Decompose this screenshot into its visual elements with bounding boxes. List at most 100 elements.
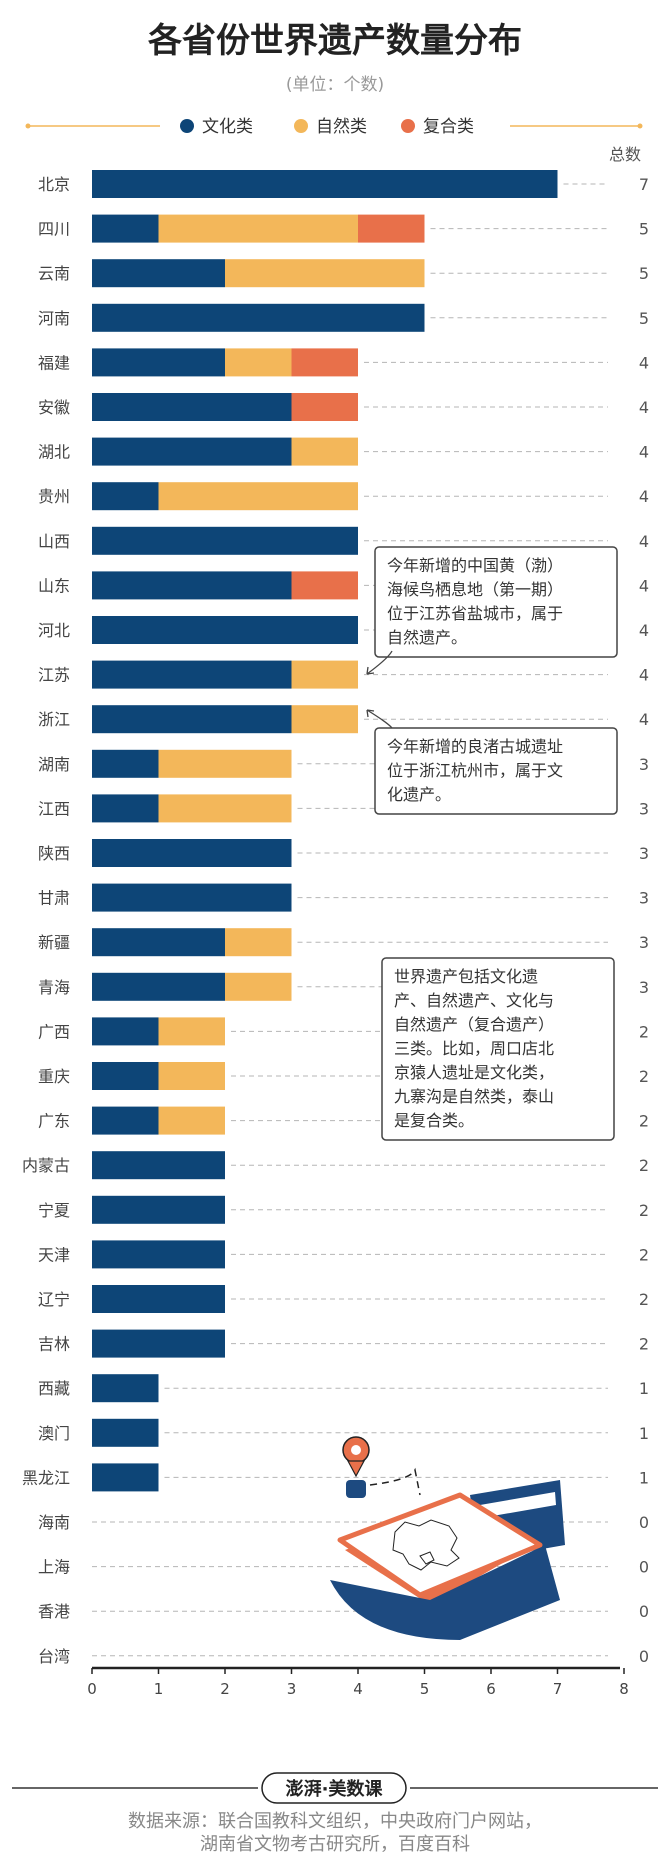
illustration-base <box>330 1545 560 1640</box>
bar-segment-1 <box>92 214 159 243</box>
category-label: 西藏 <box>38 1379 70 1398</box>
category-label: 山东 <box>38 576 70 595</box>
annotation-box-3 <box>381 957 615 1141</box>
annotation-line: 三类。比如，周口店北 <box>394 1039 554 1058</box>
legend-label-1: 文化类 <box>202 117 253 137</box>
total-label: 1 <box>639 1379 649 1398</box>
footer-source-line-1: 数据来源：联合国教科文组织，中央政府门户网站， <box>128 1811 542 1832</box>
category-label: 香港 <box>38 1602 70 1621</box>
annotation-line: 今年新增的良渚古城遗址 <box>387 737 563 756</box>
total-label: 3 <box>639 799 649 818</box>
category-label: 湖北 <box>38 443 70 462</box>
location-pin-hole <box>351 1445 361 1455</box>
category-label: 辽宁 <box>38 1290 70 1309</box>
total-label: 4 <box>639 710 649 729</box>
total-label: 2 <box>639 1156 649 1175</box>
bar-segment-3 <box>291 348 358 377</box>
category-label: 福建 <box>38 353 70 372</box>
bar-segment-2 <box>291 705 358 734</box>
legend-rule-left-dot <box>25 123 31 129</box>
x-tick-label: 4 <box>353 1680 363 1698</box>
bar-segment-1 <box>92 794 159 823</box>
bar-segment-1 <box>92 1329 225 1358</box>
bar-segment-1 <box>92 660 292 689</box>
category-label: 甘肃 <box>38 889 70 908</box>
total-column-header: 总数 <box>609 145 641 164</box>
chart-title: 各省份世界遗产数量分布 <box>148 21 522 61</box>
category-label: 江西 <box>38 799 70 818</box>
category-label: 海南 <box>38 1513 70 1532</box>
total-label: 3 <box>639 978 649 997</box>
total-label: 2 <box>639 1245 649 1264</box>
bar-segment-2 <box>158 1017 225 1046</box>
total-label: 3 <box>639 889 649 908</box>
total-label: 0 <box>639 1647 649 1666</box>
category-label: 河南 <box>38 309 70 328</box>
annotation-arrowhead-2 <box>366 709 375 718</box>
bar-segment-1 <box>92 1463 159 1492</box>
bar-segment-1 <box>92 1374 159 1403</box>
category-label: 天津 <box>38 1245 70 1264</box>
category-label: 云南 <box>38 264 70 283</box>
total-label: 0 <box>639 1513 649 1532</box>
total-label: 5 <box>639 264 649 283</box>
bar-segment-1 <box>92 1151 225 1180</box>
bar-segment-2 <box>158 749 292 778</box>
bar-segment-2 <box>158 214 358 243</box>
total-label: 7 <box>639 175 649 194</box>
chart-subtitle: (单位：个数) <box>286 75 384 95</box>
total-label: 3 <box>639 844 649 863</box>
x-axis: 0 1 2 3 4 5 6 7 8 <box>87 1666 629 1698</box>
bar-segment-1 <box>92 482 159 511</box>
category-label: 广东 <box>38 1112 70 1131</box>
annotation-line: 化遗产。 <box>387 785 451 804</box>
bar-segment-1 <box>92 1062 159 1090</box>
total-label: 4 <box>639 621 649 640</box>
annotation-box-1 <box>374 546 618 658</box>
bar-segment-2 <box>158 794 292 823</box>
category-label: 宁夏 <box>38 1201 70 1220</box>
footer: 澎湃·美数课 数据来源：联合国教科文组织，中央政府门户网站， 湖南省文物考古研究… <box>12 1772 658 1855</box>
bar-segment-2 <box>291 437 358 466</box>
footer-logo-box <box>261 1772 407 1804</box>
total-label: 2 <box>639 1067 649 1086</box>
category-label: 湖南 <box>38 755 70 774</box>
bar-segment-1 <box>92 972 225 1001</box>
total-label: 1 <box>639 1424 649 1443</box>
x-tick-label: 3 <box>287 1680 297 1698</box>
x-tick-label: 2 <box>220 1680 230 1698</box>
bar-segment-2 <box>158 482 358 511</box>
legend-swatch-1 <box>180 119 194 133</box>
annotation-line: 是复合类。 <box>394 1111 474 1130</box>
category-label: 江苏 <box>38 666 70 685</box>
category-label: 四川 <box>38 220 70 239</box>
legend-swatch-2 <box>294 119 308 133</box>
total-label: 0 <box>639 1602 649 1621</box>
annotation-arrow-1 <box>366 650 393 675</box>
bar-segment-1 <box>92 839 292 867</box>
annotation-arrow-2 <box>366 709 393 729</box>
total-label: 4 <box>639 532 649 551</box>
total-label: 4 <box>639 398 649 417</box>
bar-segment-1 <box>92 1285 225 1313</box>
bars <box>92 170 558 1492</box>
bar-segment-3 <box>358 214 425 243</box>
category-label: 上海 <box>38 1558 70 1577</box>
x-tick-label: 8 <box>619 1680 629 1698</box>
total-label: 4 <box>639 576 649 595</box>
category-labels: 北京四川云南河南福建安徽湖北贵州山西山东河北江苏浙江湖南江西陕西甘肃新疆青海广西… <box>22 175 70 1666</box>
total-label: 4 <box>639 443 649 462</box>
annotation-line: 世界遗产包括文化遗 <box>394 967 538 986</box>
bar-segment-2 <box>225 348 292 377</box>
illustration-dash-path <box>369 1467 421 1496</box>
total-label: 2 <box>639 1335 649 1354</box>
bar-segment-1 <box>92 571 292 600</box>
x-tick-label: 7 <box>553 1680 563 1698</box>
x-tick-label: 5 <box>420 1680 430 1698</box>
bar-segment-1 <box>92 1017 159 1046</box>
total-label: 2 <box>639 1290 649 1309</box>
total-label: 2 <box>639 1112 649 1131</box>
bar-segment-1 <box>92 705 292 734</box>
total-label: 5 <box>639 309 649 328</box>
annotation-line: 海候鸟栖息地（第一期） <box>387 580 563 599</box>
